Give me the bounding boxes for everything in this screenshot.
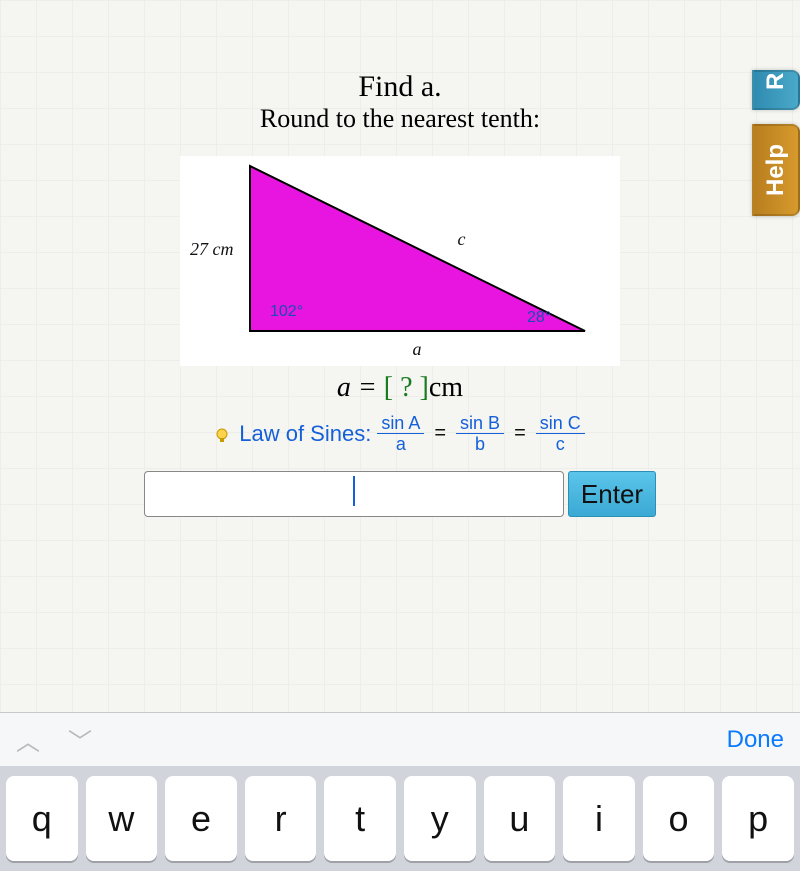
key-i[interactable]: i (563, 776, 635, 861)
frac-a: sin A a (377, 414, 424, 453)
text-caret (353, 476, 355, 506)
answer-lhs: a = (337, 372, 384, 403)
side-tab-help[interactable]: Help (752, 124, 800, 216)
key-q[interactable]: q (6, 776, 78, 861)
side-b-label: 27 cm (190, 239, 234, 260)
hint-label: Law of Sines: (239, 421, 371, 447)
angle-b-label: 102° (270, 303, 303, 321)
key-p[interactable]: p (722, 776, 794, 861)
key-t[interactable]: t (324, 776, 396, 861)
frac-b-den: b (475, 434, 485, 453)
key-y[interactable]: y (404, 776, 476, 861)
keyboard-toolbar: ︿ ﹀ Done (0, 712, 800, 766)
key-o[interactable]: o (643, 776, 715, 861)
answer-template: a = [ ? ]cm (90, 372, 710, 404)
equals-2: = (514, 422, 526, 445)
angle-c-label: 28° (527, 309, 551, 327)
triangle-figure: 27 cm c a 102° 28° (180, 156, 620, 366)
side-tab-top[interactable]: Re (752, 70, 800, 110)
question-title-1: Find a. (90, 70, 710, 104)
kb-next-icon[interactable]: ﹀ (68, 722, 92, 757)
answer-input[interactable] (144, 471, 564, 517)
answer-unit: cm (429, 372, 463, 403)
key-r[interactable]: r (245, 776, 317, 861)
keyboard-row: qwertyuiop (0, 766, 800, 871)
hint-row: Law of Sines: sin A a = sin B b = sin C … (90, 414, 710, 453)
side-c-label: c (458, 229, 466, 250)
side-a-label: a (413, 339, 422, 360)
keyboard-done-button[interactable]: Done (727, 726, 784, 754)
frac-b: sin B b (456, 414, 504, 453)
frac-c-num: sin C (536, 414, 585, 434)
triangle-svg (180, 156, 620, 366)
key-e[interactable]: e (165, 776, 237, 861)
answer-box: [ ? ] (384, 372, 429, 403)
key-u[interactable]: u (484, 776, 556, 861)
frac-a-den: a (396, 434, 406, 453)
key-w[interactable]: w (86, 776, 158, 861)
frac-c-den: c (556, 434, 565, 453)
kb-prev-icon[interactable]: ︿ (16, 722, 40, 757)
lightbulb-icon (213, 425, 231, 443)
equals-1: = (434, 422, 446, 445)
frac-c: sin C c (536, 414, 585, 453)
frac-b-num: sin B (456, 414, 504, 434)
enter-button[interactable]: Enter (568, 471, 656, 517)
question-title-2: Round to the nearest tenth: (90, 104, 710, 134)
question-panel: Find a. Round to the nearest tenth: 27 c… (90, 70, 710, 517)
frac-a-num: sin A (377, 414, 424, 434)
